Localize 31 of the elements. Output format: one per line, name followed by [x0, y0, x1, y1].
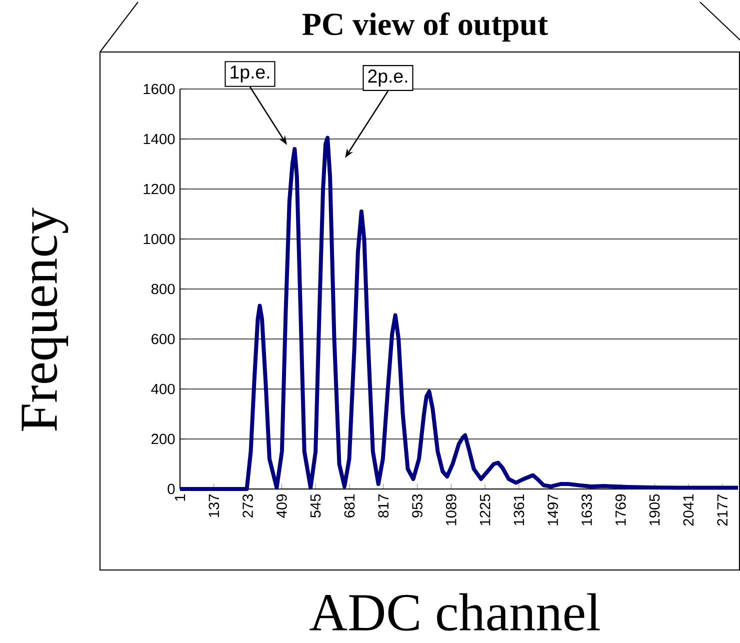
x-tick-label: 1361	[514, 494, 524, 526]
y-tick-label: 400	[151, 384, 175, 394]
chart-title: PC view of output	[302, 12, 548, 42]
x-tick-label: 817	[378, 494, 389, 518]
x-tick-label: 545	[310, 494, 321, 518]
x-tick-label: 137	[208, 494, 220, 518]
y-tick-label: 1400	[144, 134, 175, 144]
x-tick-label: 1225	[480, 494, 490, 526]
y-tick-label: 1600	[144, 84, 175, 94]
y-tick-label: 1000	[144, 234, 175, 244]
x-tick-label: 681	[344, 494, 355, 518]
x-tick-label: 1633	[582, 494, 592, 526]
x-tick-label: 2177	[717, 494, 728, 526]
x-axis-title: ADC channel	[310, 593, 600, 631]
x-tick-label: 1497	[548, 494, 558, 526]
x-tick-label: 1769	[615, 494, 626, 526]
y-tick-label: 0	[168, 484, 175, 494]
x-tick-label: 953	[412, 494, 422, 518]
x-tick-label: 1089	[446, 494, 456, 526]
x-tick-label: 1905	[649, 494, 660, 526]
text: 2p.e.	[368, 70, 408, 86]
y-tick-label: 800	[151, 284, 175, 294]
y-axis-title: Frequency	[22, 208, 68, 432]
y-tick-label: 1200	[144, 184, 175, 194]
y-tick-label: 200	[152, 434, 175, 444]
x-tick-label: 409	[276, 494, 287, 518]
x-tick-label: 1	[174, 494, 186, 501]
text: 1p.e.	[230, 66, 270, 82]
x-tick-label: 2041	[683, 494, 694, 526]
x-tick-label: 273	[242, 494, 253, 518]
y-tick-label: 600	[152, 334, 175, 344]
